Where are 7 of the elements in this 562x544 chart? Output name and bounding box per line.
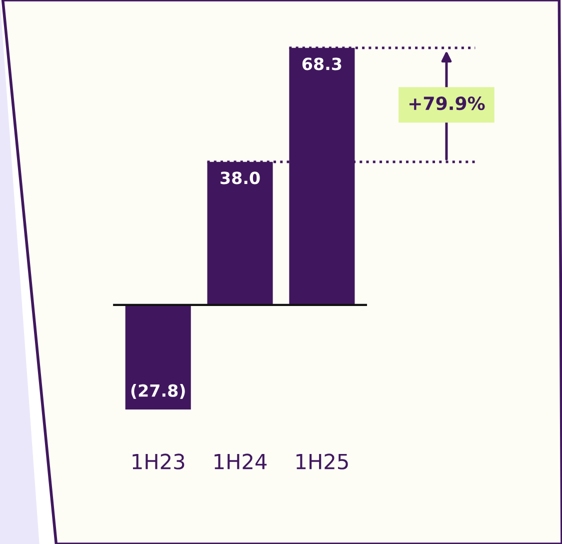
x-tick-label: 1H24 xyxy=(214,454,267,470)
x-tick-label: 1H23 xyxy=(132,454,184,470)
x-tick-label: 1H25 xyxy=(296,454,348,470)
data-label: 68.3 xyxy=(302,58,342,70)
annotation: +79.9% xyxy=(410,96,485,110)
data-label: 38.0 xyxy=(220,172,260,184)
data-label: (27.8) xyxy=(131,384,185,399)
